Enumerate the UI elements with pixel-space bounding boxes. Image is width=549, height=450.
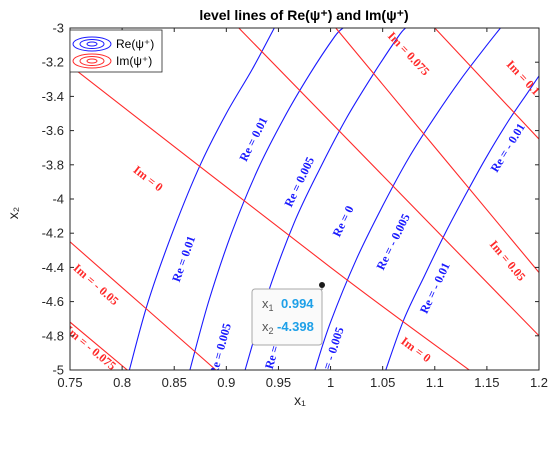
datatip-x-value: 0.994 <box>281 296 314 311</box>
im-contour-line-4 <box>70 241 217 370</box>
y-tick-label: -4 <box>52 192 64 207</box>
datatip-y-label: x2 <box>262 319 274 336</box>
x-tick-label: 0.95 <box>266 375 291 390</box>
x-tick-label: 0.85 <box>162 375 187 390</box>
y-tick-label: -3.2 <box>42 55 64 70</box>
re-contour-line-0 <box>128 28 275 370</box>
im-contour-line-2 <box>238 28 539 337</box>
im-contour-line-1 <box>335 28 539 273</box>
y-tick-label: -3 <box>52 21 64 36</box>
x-axis-label: x₁ <box>294 392 306 408</box>
chart-title: level lines of Re(ψ⁺) and Im(ψ⁺) <box>199 7 408 23</box>
legend-re-label: Re(ψ⁺) <box>116 37 154 51</box>
re-contour-line-3 <box>314 28 501 370</box>
x-tick-label: 1.1 <box>426 375 444 390</box>
datatip[interactable]: x1 0.994 x2 -4.398 <box>251 282 325 346</box>
y-tick-label: -4.8 <box>42 328 64 343</box>
y-tick-label: -4.6 <box>42 294 64 309</box>
axis-ticks: 0.75 0.8 0.85 0.9 0.95 1 1.05 1.1 1.15 1.2 -3 -3.2 -… <box>42 21 548 391</box>
re-contour-line-4 <box>385 75 539 370</box>
re-contour-line-1 <box>189 28 344 370</box>
y-tick-label: -4.4 <box>42 260 64 275</box>
datatip-x-label: x1 <box>262 296 274 313</box>
y-tick-label: -3.6 <box>42 123 64 138</box>
datatip-y-value: -4.398 <box>277 319 314 334</box>
legend-re-swatch-icon <box>72 36 112 52</box>
y-tick-label: -3.8 <box>42 157 64 172</box>
y-tick-label: -3.4 <box>42 89 64 104</box>
x-tick-label: 0.9 <box>217 375 235 390</box>
x-tick-label: 0.75 <box>57 375 82 390</box>
y-tick-label: -4.2 <box>42 226 64 241</box>
legend-im-label: Im(ψ⁺) <box>116 54 152 68</box>
legend: Re(ψ⁺) Im(ψ⁺) <box>69 29 163 73</box>
im-contour-line-5 <box>70 321 128 370</box>
x-tick-label: 1.15 <box>474 375 499 390</box>
x-tick-label: 0.8 <box>113 375 131 390</box>
y-axis-label: x₂ <box>5 207 21 219</box>
im-contour-line-3 <box>70 65 470 370</box>
y-tick-label: -5 <box>52 363 64 378</box>
x-tick-label: 1 <box>327 375 334 390</box>
x-tick-label: 1.2 <box>530 375 548 390</box>
x-tick-label: 1.05 <box>370 375 395 390</box>
datatip-marker[interactable] <box>319 282 325 288</box>
legend-im-swatch-icon <box>72 53 112 69</box>
im-contour-line-0 <box>434 28 539 140</box>
datatip-box <box>251 288 323 346</box>
